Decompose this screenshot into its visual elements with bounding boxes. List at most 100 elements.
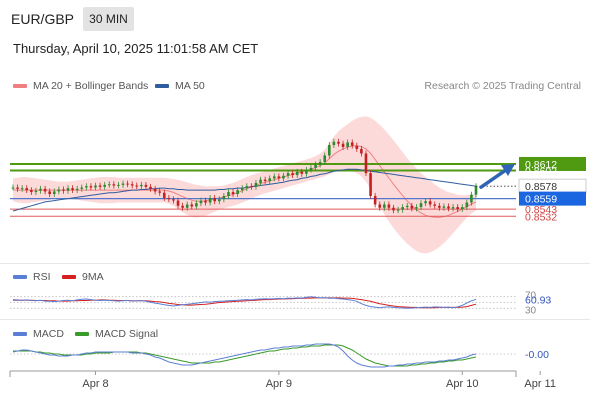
x-tick-label: Apr 10 [446, 378, 478, 390]
candle [259, 179, 262, 183]
candle [30, 190, 33, 193]
candle [268, 178, 272, 181]
x-tick-label: Apr 11 [524, 378, 556, 390]
candle [11, 187, 15, 189]
macd-signal-swatch [75, 332, 89, 337]
candle [57, 189, 61, 192]
candle [369, 173, 372, 196]
candle [401, 207, 404, 210]
legend-bollinger: MA 20 + Bollinger Bands [13, 80, 148, 92]
candle [195, 203, 198, 207]
candle [52, 191, 56, 195]
candle [39, 188, 42, 191]
price-label: 0.8532 [525, 211, 557, 223]
candle [451, 207, 455, 209]
candle [318, 162, 322, 165]
timeframe-button[interactable]: 30 MIN [83, 7, 134, 31]
ma50-swatch [155, 84, 169, 89]
candle [89, 186, 93, 188]
legend-rsi-ma-label: 9MA [82, 271, 104, 283]
price-label: 0.8602 [525, 166, 557, 178]
candle [181, 205, 184, 208]
rsi-level-label: 70 [525, 291, 537, 302]
candle [263, 179, 267, 181]
candle [121, 183, 125, 185]
candle [314, 164, 317, 168]
candle [80, 187, 84, 189]
candle [474, 186, 478, 195]
candle [360, 148, 363, 154]
candle [94, 185, 97, 188]
candle [282, 175, 285, 179]
candle [300, 171, 304, 174]
candle [43, 188, 47, 192]
candle [130, 184, 134, 186]
candle [378, 204, 382, 208]
price-label: 0.8612 [525, 159, 557, 171]
instrument-label: EUR/GBP [11, 11, 75, 27]
candle [442, 206, 446, 208]
candle [447, 206, 450, 209]
candle [419, 203, 423, 208]
candle [149, 186, 152, 189]
divider [0, 263, 590, 264]
rsi-level-label: 30 [525, 305, 537, 316]
candle [337, 141, 340, 144]
candle [190, 204, 194, 207]
candle [387, 204, 391, 208]
candle [236, 190, 239, 195]
price-label-box [519, 156, 586, 171]
legend-bollinger-label: MA 20 + Bollinger Bands [33, 80, 149, 92]
candle [245, 186, 249, 189]
candle [341, 143, 345, 147]
legend-rsi-label: RSI [33, 271, 51, 283]
candle [433, 204, 437, 206]
candle [62, 189, 65, 191]
rsi-ma-line [13, 297, 477, 309]
candle [438, 205, 441, 208]
candle [98, 185, 102, 187]
candle [373, 195, 377, 205]
candle [199, 200, 203, 204]
divider [0, 319, 590, 320]
candle [217, 199, 221, 202]
candle [328, 145, 331, 156]
candle [167, 197, 171, 200]
x-tick-label: Apr 9 [266, 378, 292, 390]
candle [85, 186, 88, 188]
copyright-text: Research © 2025 Trading Central [424, 80, 581, 92]
legend-ma50: MA 50 [155, 80, 205, 92]
candle [272, 176, 276, 179]
candle [71, 188, 74, 191]
candle [208, 197, 212, 203]
candle [460, 207, 464, 210]
candle [470, 194, 473, 203]
candle [465, 202, 469, 208]
candle [277, 176, 281, 179]
ma20-line [12, 145, 477, 218]
candle [204, 200, 207, 203]
candle [126, 183, 129, 185]
legend-ma50-label: MA 50 [175, 80, 205, 92]
candle [185, 204, 189, 208]
candle [227, 192, 230, 196]
candle [286, 173, 290, 176]
candle [158, 191, 161, 193]
candle [117, 184, 120, 186]
candle [396, 209, 400, 211]
price-label-box [519, 191, 586, 206]
candle [240, 188, 244, 191]
candle [291, 173, 294, 176]
candle [66, 188, 70, 191]
macd-value-label: -0.00 [525, 349, 549, 361]
candle [34, 190, 38, 193]
candle [309, 167, 313, 170]
macd-signal-line [13, 344, 477, 367]
candle [112, 184, 116, 186]
candle [383, 204, 386, 208]
datetime-label: Thursday, April 10, 2025 11:01:58 AM CET [13, 41, 259, 56]
candle [364, 153, 368, 174]
candle [305, 169, 308, 174]
candle [346, 142, 349, 147]
candle [25, 188, 29, 191]
